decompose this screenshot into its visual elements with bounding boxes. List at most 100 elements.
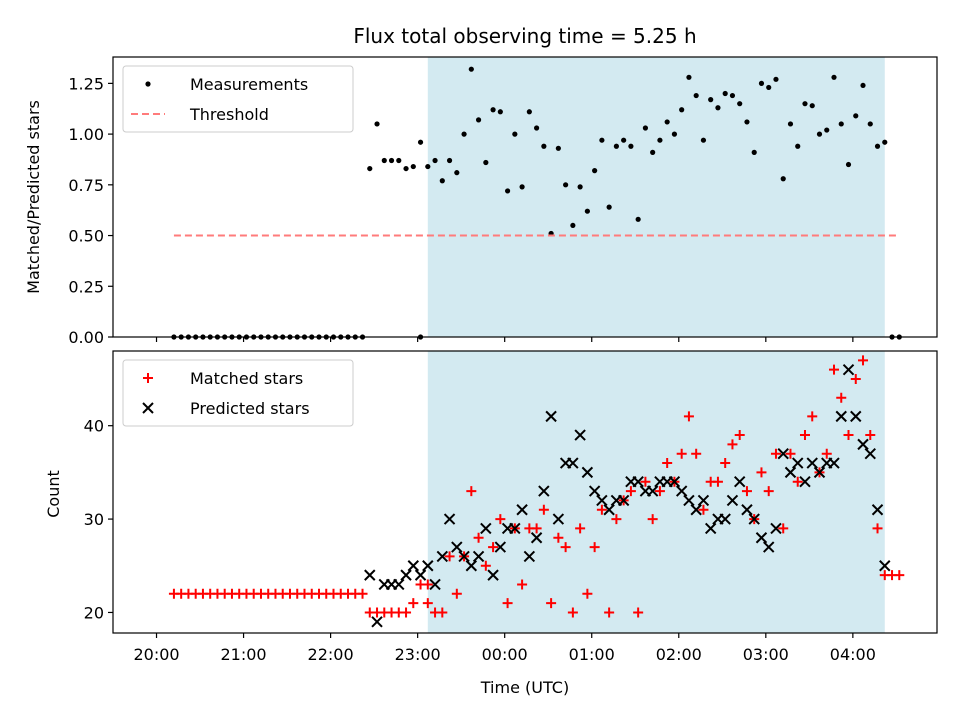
predicted-stars-point xyxy=(763,541,775,553)
predicted-stars-point xyxy=(733,476,746,488)
matched-stars-point xyxy=(647,514,658,525)
measurements-point xyxy=(686,74,692,80)
measurements-point xyxy=(584,208,590,214)
matched-stars-point xyxy=(727,439,738,450)
measurements-point xyxy=(541,143,547,149)
predicted-stars-point xyxy=(414,569,427,581)
measurements-point xyxy=(715,105,721,111)
predicted-stars-point xyxy=(407,560,420,572)
predicted-stars-point xyxy=(588,485,601,497)
predicted-stars-point xyxy=(632,476,644,488)
measurements-point xyxy=(657,137,663,143)
measurements-point xyxy=(816,131,823,137)
matched-stars-point xyxy=(625,486,636,497)
matched-stars-point xyxy=(720,458,731,469)
measurements-point xyxy=(737,101,743,107)
predicted-stars-point xyxy=(690,504,702,516)
matched-stars-point xyxy=(865,430,876,441)
measurements-point xyxy=(425,163,431,170)
matched-stars-point xyxy=(741,486,752,497)
predicted-stars-point xyxy=(668,476,681,488)
measurements-point xyxy=(468,66,474,72)
predicted-stars-point xyxy=(828,457,840,469)
predicted-stars-point xyxy=(697,494,710,507)
predicted-stars-point xyxy=(719,513,731,525)
measurements-point xyxy=(519,184,525,190)
x-tick-label: 03:00 xyxy=(743,645,789,664)
measurements-point xyxy=(824,127,830,133)
matched-stars-point xyxy=(698,504,709,515)
predicted-stars-point xyxy=(704,522,717,535)
matched-stars-point xyxy=(488,542,499,553)
predicted-stars-point xyxy=(393,578,405,591)
measurements-point xyxy=(751,149,757,155)
legend-label: Predicted stars xyxy=(190,399,310,418)
matched-stars-point xyxy=(538,504,549,515)
matched-stars-point xyxy=(821,448,832,459)
measurements-point xyxy=(700,137,707,143)
predicted-stars-point xyxy=(581,466,594,479)
matched-stars-point xyxy=(640,476,651,487)
matched-stars-point xyxy=(531,523,542,534)
predicted-stars-point xyxy=(726,494,739,507)
predicted-stars-point xyxy=(443,513,456,525)
matched-stars-point xyxy=(575,523,586,534)
matched-stars-point xyxy=(836,392,847,403)
matched-stars-point xyxy=(546,598,557,609)
matched-stars-point xyxy=(763,486,774,497)
measurements-point xyxy=(534,125,540,131)
predicted-stars-point xyxy=(567,457,579,469)
matched-stars-point xyxy=(662,458,673,469)
predicted-stars-point xyxy=(552,513,565,525)
measurements-point xyxy=(577,184,583,190)
matched-stars-point xyxy=(785,448,796,459)
measurements-point xyxy=(497,109,503,115)
measurements-point xyxy=(613,143,619,149)
top-y-tick-label: 1.00 xyxy=(68,125,104,144)
matched-stars-point xyxy=(770,448,781,459)
predicted-stars-point xyxy=(675,485,688,497)
bottom-legend xyxy=(122,359,354,427)
matched-stars-point xyxy=(502,598,513,609)
predicted-stars-point xyxy=(879,560,891,572)
matched-stars-point xyxy=(444,551,455,562)
top-y-tick-label: 0.00 xyxy=(68,328,104,347)
measurements-point xyxy=(599,137,605,143)
measurements-point xyxy=(671,131,678,137)
top-y-tick-label: 0.25 xyxy=(68,277,104,296)
measurements-point xyxy=(642,125,649,131)
matched-stars-point xyxy=(596,504,607,515)
measurements-point xyxy=(388,157,395,164)
bottom-y-tick-label: 40 xyxy=(84,417,104,436)
measurements-point xyxy=(367,165,373,172)
matched-stars-point xyxy=(473,532,484,543)
measurements-point xyxy=(446,157,453,164)
legend-x-icon xyxy=(142,402,154,414)
predicted-stars-point xyxy=(857,438,869,451)
measurements-point xyxy=(845,161,852,168)
predicted-stars-point xyxy=(603,504,615,516)
matched-stars-point xyxy=(422,579,433,590)
matched-stars-point xyxy=(560,542,571,553)
measurements-point xyxy=(410,163,416,170)
matched-stars-point xyxy=(437,607,448,618)
matched-stars-point xyxy=(553,532,564,543)
measurements-point xyxy=(417,139,424,145)
predicted-stars-point xyxy=(596,494,608,507)
measurements-point xyxy=(693,92,699,99)
predicted-stars-point xyxy=(451,541,463,553)
measurements-point xyxy=(374,121,380,127)
predicted-stars-point xyxy=(545,410,557,423)
predicted-stars-point xyxy=(364,569,376,581)
matched-stars-point xyxy=(582,588,593,599)
matched-stars-point xyxy=(872,523,883,534)
measurements-point xyxy=(439,178,445,184)
top-panel: 0.00 0.25 0.50 0.75 1.00 1.25 Measurements Thre… xyxy=(68,56,938,347)
matched-stars-point xyxy=(894,570,905,581)
matched-stars-point xyxy=(756,467,767,478)
predicted-stars-point xyxy=(422,560,434,572)
measurements-point xyxy=(512,131,518,137)
top-panel-y-axis-label: Matched/Predicted stars xyxy=(24,100,43,294)
bottom-axes-frame xyxy=(112,350,938,634)
measurements-point xyxy=(403,165,409,172)
